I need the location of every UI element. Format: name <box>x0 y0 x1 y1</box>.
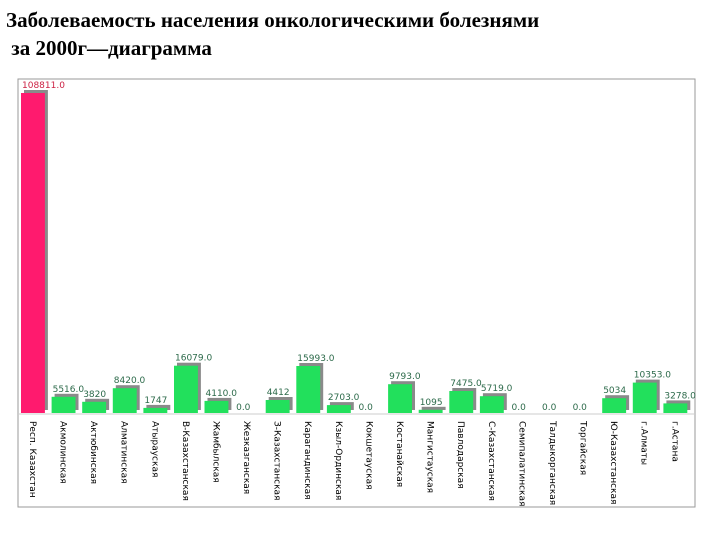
category-label: Алматинская <box>119 421 129 484</box>
bar <box>21 93 45 413</box>
category-label: В-Казахстанская <box>180 421 190 501</box>
bar-value-label: 108811.0 <box>22 81 65 91</box>
category-label: Атырауская <box>149 421 159 477</box>
category-label: Торгайская <box>578 420 588 475</box>
category-label: Жезказганская <box>241 421 251 494</box>
bar-value-label: 4412 <box>267 388 290 398</box>
category-label: Кзыл-Ординская <box>333 421 343 500</box>
bar <box>663 403 688 413</box>
bar-value-label: 9793.0 <box>389 372 421 382</box>
category-label: Мангистауская <box>425 421 435 493</box>
bars-group <box>21 90 691 413</box>
category-label: Актюбинская <box>88 421 98 484</box>
bar <box>602 398 627 413</box>
bar-value-label: 3278.0 <box>664 391 696 401</box>
bar-value-label: 0.0 <box>512 403 527 413</box>
bar <box>143 407 168 413</box>
category-label: Семипалатинская <box>516 421 526 506</box>
bar <box>449 391 474 413</box>
category-label: г.Астана <box>669 421 679 462</box>
category-label: Жамбылская <box>211 421 221 483</box>
bar-value-label: 2703.0 <box>328 393 360 403</box>
category-label: Кокшетауская <box>363 421 373 490</box>
bar <box>112 388 137 413</box>
bar-value-label: 0.0 <box>573 403 588 413</box>
category-labels-group: Респ. Казахстан Акмолинская Актюбинская Алм… <box>27 420 679 506</box>
bar <box>174 365 198 413</box>
bar <box>418 409 443 413</box>
bar <box>479 396 504 413</box>
chart-frame <box>17 78 696 508</box>
bar <box>326 405 351 413</box>
bar-value-label: 1095 <box>420 398 443 408</box>
bar <box>296 366 321 413</box>
category-label: Ю-Казахстанская <box>608 421 618 504</box>
bar-value-label: 8420.0 <box>114 376 146 386</box>
category-label: г.Алматы <box>639 421 649 465</box>
title-line-2: за 2000г—диаграмма <box>6 36 212 60</box>
bar-value-label: 5034 <box>603 386 626 396</box>
category-label: Костанайская <box>394 421 404 487</box>
bar <box>82 401 107 413</box>
bar-shadow <box>146 404 171 410</box>
title-line-1: Заболеваемость населения онкологическими… <box>6 8 540 32</box>
category-label: Акмолинская <box>58 421 68 484</box>
bar <box>204 400 229 413</box>
category-label: Павлодарская <box>455 421 465 489</box>
page-title: Заболеваемость населения онкологическими… <box>6 6 706 62</box>
bar-value-label: 0.0 <box>359 403 374 413</box>
category-label: Талдыкорганская <box>547 420 557 505</box>
bar-value-label: 3820 <box>83 390 106 400</box>
category-label: З-Казахстанская <box>272 421 282 500</box>
bar-value-label: 1747 <box>144 396 167 406</box>
bar-value-label: 16079.0 <box>175 354 212 364</box>
bar-value-label: 0.0 <box>236 403 251 413</box>
value-labels-group: 108811.0 5516.0 3820 8420.0 1747 16079.0 4110.… <box>22 81 696 413</box>
bar-value-label: 0.0 <box>542 403 557 413</box>
bar <box>51 396 76 413</box>
category-label: Респ. Казахстан <box>27 421 37 498</box>
bar <box>632 382 657 413</box>
bar-shadow <box>421 406 446 410</box>
category-label: Карагандинская <box>302 421 312 500</box>
bar-value-label: 10353.0 <box>634 371 671 381</box>
bar <box>388 384 412 413</box>
bar-value-label: 4110.0 <box>206 389 238 399</box>
category-label: С-Казахстанская <box>486 421 496 501</box>
bar-value-label: 5719.0 <box>481 384 513 394</box>
bar-value-label: 5516.0 <box>53 385 85 395</box>
bar-value-label: 15993.0 <box>297 354 334 364</box>
bar-value-label: 7475.0 <box>450 379 482 389</box>
bar <box>265 400 290 413</box>
